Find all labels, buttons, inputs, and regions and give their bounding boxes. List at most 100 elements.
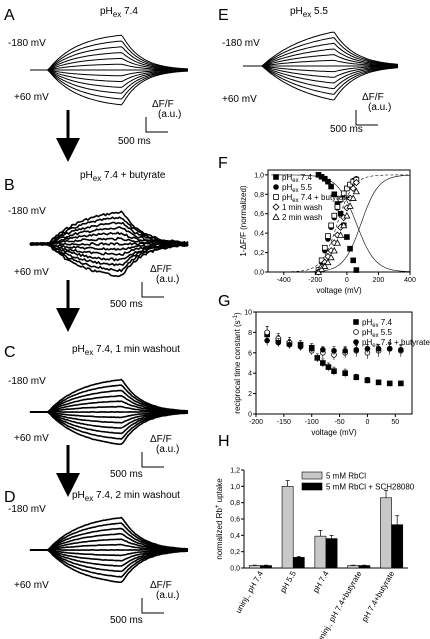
data-point	[327, 253, 335, 261]
panel-e-fluorescence-traces	[243, 31, 399, 101]
data-point	[272, 213, 280, 220]
legend-label: 1 min wash	[282, 203, 322, 212]
data-point	[275, 339, 282, 346]
y-axis-label: 1-ΔF/F (normalized)	[239, 185, 248, 256]
panel-b-v-bot: +60 mV	[14, 267, 49, 278]
data-point	[375, 379, 382, 386]
data-point	[272, 203, 280, 211]
data-point	[347, 245, 353, 252]
bar	[292, 557, 305, 569]
legend-swatch	[301, 471, 323, 480]
panel-letter-h: H	[218, 433, 230, 450]
bar	[260, 565, 272, 569]
fluorescence-trace	[243, 48, 398, 67]
panel-a-v-top: -180 mV	[8, 38, 46, 49]
data-point	[330, 246, 338, 254]
data-point	[286, 341, 293, 348]
legend-label: pHex 7.4	[362, 318, 392, 329]
x-category-label: uninj., pH 7.4	[234, 569, 266, 615]
panel-a-fluorescence-traces	[30, 34, 189, 106]
panel-e-scale-bar: ΔF/F (a.u.) 500 ms	[330, 92, 391, 135]
panel-c-scale-bar: ΔF/F (a.u.) 500 ms	[110, 434, 179, 480]
panel-e-v-top: -180 mV	[222, 38, 260, 49]
fluorescence-trace	[29, 549, 189, 584]
data-point	[347, 181, 353, 188]
fit-curve	[271, 174, 411, 272]
data-point	[340, 221, 348, 229]
data-point	[325, 233, 331, 239]
data-point	[342, 370, 348, 376]
data-point	[386, 380, 393, 387]
data-point	[353, 267, 360, 273]
data-point	[344, 234, 350, 240]
y-axis-label: normalized Rb+ uptake	[215, 478, 224, 560]
fluorescence-trace	[243, 42, 399, 67]
panel-e-v-bot: +60 mV	[222, 94, 257, 105]
panel-letter-f: F	[218, 155, 228, 172]
x-axis-label: voltage (mV)	[311, 428, 357, 437]
panel-e-title: pHex 5.5	[290, 6, 328, 19]
svg-text:(a.u.): (a.u.)	[156, 274, 179, 285]
data-point	[314, 355, 321, 361]
fluorescence-trace	[30, 69, 188, 77]
fluorescence-trace	[30, 69, 189, 106]
panel-letter-d: D	[4, 489, 16, 506]
legend-label: 2 min wash	[282, 213, 322, 222]
data-point	[352, 187, 360, 195]
data-point	[349, 184, 357, 193]
y-tick-label: 0,8	[230, 500, 240, 507]
svg-text:ΔF/F: ΔF/F	[150, 264, 172, 275]
fluorescence-trace	[30, 34, 189, 71]
svg-text:(a.u.): (a.u.)	[156, 590, 179, 601]
y-tick-label: 1,2	[230, 468, 240, 475]
panel-d-scale-bar: ΔF/F (a.u.) 500 ms	[110, 580, 179, 626]
x-tick-label: 0	[345, 277, 349, 284]
y-tick-label: 2	[248, 391, 252, 398]
x-tick-label: -200	[249, 419, 263, 426]
panel-c-v-top: -180 mV	[8, 376, 46, 387]
bar	[281, 486, 294, 569]
svg-text:(a.u.): (a.u.)	[158, 109, 181, 120]
bar	[248, 565, 261, 569]
bar	[380, 497, 392, 569]
data-point	[331, 368, 337, 374]
x-tick-label: 200	[373, 277, 385, 284]
svg-text:ΔF/F: ΔF/F	[152, 99, 174, 110]
fit-curve	[271, 174, 411, 273]
legend-label: pHex 5.5	[362, 328, 392, 339]
y-tick-label: 10	[244, 310, 252, 317]
data-point	[350, 257, 356, 264]
data-point	[320, 346, 326, 353]
fluorescence-trace	[243, 65, 399, 101]
bar	[358, 565, 371, 569]
panel-b-fluorescence-traces	[29, 210, 189, 278]
panel-d-v-top: -180 mV	[8, 504, 46, 515]
data-point	[325, 178, 331, 185]
data-point	[340, 190, 347, 197]
data-point	[353, 374, 360, 381]
data-point	[342, 347, 348, 354]
y-tick-label: 1,0	[230, 484, 240, 491]
svg-text:ΔF/F: ΔF/F	[362, 92, 384, 103]
svg-text:500 ms: 500 ms	[110, 615, 143, 626]
panel-c-v-bot: +60 mV	[14, 433, 49, 444]
svg-text:ΔF/F: ΔF/F	[150, 434, 172, 445]
fluorescence-trace	[30, 69, 188, 83]
panel-g-chart: -200 -150 -100 -50 0 50 0 2 4 6 8 10 voltage (mV) rec…	[233, 310, 430, 438]
data-point	[337, 210, 344, 217]
svg-text:500 ms: 500 ms	[110, 469, 143, 480]
y-tick-label: 0	[248, 412, 252, 419]
fluorescence-trace	[243, 65, 398, 84]
panel-a-scale-bar: ΔF/F (a.u.) 500 ms	[118, 99, 181, 147]
y-tick-label: 8	[248, 330, 252, 337]
data-point	[343, 211, 351, 219]
fluorescence-trace	[30, 69, 189, 100]
data-point	[337, 231, 345, 238]
data-point	[364, 377, 371, 384]
fluorescence-trace	[30, 40, 189, 71]
fluorescence-trace	[243, 37, 399, 67]
data-point	[320, 360, 326, 366]
y-tick-label: 6	[248, 350, 252, 357]
x-tick-label: 400	[404, 277, 416, 284]
svg-text:500 ms: 500 ms	[118, 136, 151, 147]
